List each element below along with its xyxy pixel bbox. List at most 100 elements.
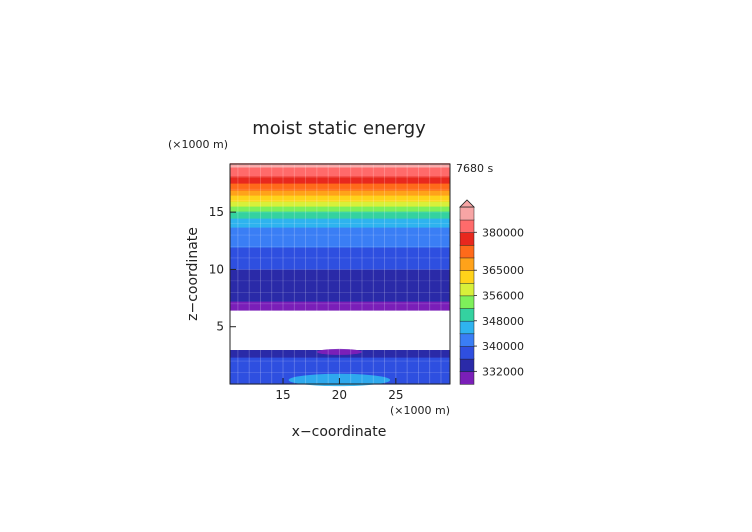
x-tick-label: 25 bbox=[388, 388, 403, 402]
contour-band bbox=[230, 181, 450, 183]
contour-band bbox=[230, 196, 450, 198]
contour-band bbox=[230, 242, 450, 244]
contour-band bbox=[230, 199, 450, 201]
contour-band bbox=[230, 215, 450, 217]
contour-band bbox=[230, 206, 450, 208]
colorbar-label: 332000 bbox=[482, 365, 524, 378]
contour-band bbox=[230, 300, 450, 302]
contour-band bbox=[230, 247, 450, 249]
contour-band bbox=[230, 260, 450, 262]
contour-band bbox=[230, 293, 450, 295]
colorbar-segment bbox=[459, 358, 475, 373]
contour-band bbox=[230, 168, 450, 170]
y-tick-label: 10 bbox=[209, 262, 224, 276]
contour-band bbox=[230, 359, 450, 361]
contour-band bbox=[230, 265, 450, 267]
colorbar-segment bbox=[459, 371, 475, 385]
contour-band bbox=[230, 267, 450, 269]
contour-band bbox=[230, 166, 450, 168]
contour-band bbox=[230, 261, 450, 263]
chart-title: moist static energy bbox=[252, 118, 426, 139]
contour-band bbox=[230, 296, 450, 298]
contour-band bbox=[230, 216, 450, 218]
x-axis-unit-label: (×1000 m) bbox=[390, 404, 450, 417]
contour-band bbox=[230, 369, 450, 371]
contour-band bbox=[230, 364, 450, 366]
contour-band bbox=[230, 205, 450, 207]
contour-band bbox=[230, 183, 450, 185]
contour-band bbox=[230, 222, 450, 224]
contour-band bbox=[230, 360, 450, 362]
y-axis-ticks: 5 10 15 bbox=[209, 205, 236, 334]
contour-band bbox=[230, 202, 450, 204]
contour-band bbox=[230, 174, 450, 176]
contour-band bbox=[230, 288, 450, 290]
contour-band bbox=[230, 203, 450, 205]
contour-field bbox=[230, 163, 450, 387]
contour-band bbox=[230, 184, 450, 186]
contour-band bbox=[230, 226, 450, 228]
contour-band bbox=[230, 358, 450, 360]
contour-band bbox=[230, 182, 450, 184]
contour-band bbox=[230, 283, 450, 285]
contour-band bbox=[230, 235, 450, 237]
contour-band bbox=[230, 290, 450, 292]
contour-band bbox=[230, 229, 450, 231]
contour-band bbox=[230, 268, 450, 270]
contour-band bbox=[230, 306, 450, 308]
contour-band bbox=[230, 272, 450, 274]
contour-band bbox=[230, 238, 450, 240]
contour-band bbox=[230, 308, 450, 310]
contour-band bbox=[230, 273, 450, 275]
colorbar-segment bbox=[459, 307, 475, 322]
contour-band bbox=[230, 187, 450, 189]
contour-band bbox=[230, 165, 450, 167]
colorbar-label: 365000 bbox=[482, 264, 524, 277]
contour-band bbox=[230, 175, 450, 177]
contour-band bbox=[230, 192, 450, 194]
contour-band bbox=[230, 170, 450, 172]
colorbar-segment bbox=[459, 295, 475, 309]
contour-band bbox=[230, 190, 450, 192]
contour-band bbox=[230, 292, 450, 294]
contour-band bbox=[230, 309, 450, 311]
contour-band bbox=[230, 264, 450, 266]
contour-band bbox=[230, 186, 450, 188]
y-tick-label: 5 bbox=[216, 320, 224, 334]
contour-band bbox=[230, 256, 450, 258]
contour-band bbox=[230, 289, 450, 291]
colorbar-label: 356000 bbox=[482, 290, 524, 303]
contour-band bbox=[230, 301, 450, 303]
contour-band bbox=[230, 363, 450, 365]
colorbar-label: 348000 bbox=[482, 315, 524, 328]
x-axis-ticks: 15 20 25 bbox=[275, 378, 403, 402]
contour-band bbox=[230, 248, 450, 250]
colorbar-segment bbox=[459, 244, 475, 259]
contour-band bbox=[230, 357, 450, 359]
y-tick-label: 15 bbox=[209, 205, 224, 219]
contour-band bbox=[230, 278, 450, 280]
colorbar-segment bbox=[459, 232, 475, 246]
contour-band bbox=[230, 189, 450, 191]
contour-band bbox=[230, 219, 450, 221]
contour-band bbox=[230, 370, 450, 372]
grid-lines bbox=[230, 164, 450, 384]
contour-band bbox=[230, 180, 450, 182]
contour-band bbox=[230, 258, 450, 260]
contour-band bbox=[230, 263, 450, 265]
contour-band bbox=[230, 231, 450, 233]
contour-band bbox=[230, 211, 450, 213]
colorbar-segment bbox=[459, 345, 475, 360]
contour-band bbox=[230, 194, 450, 196]
contour-band bbox=[230, 201, 450, 203]
contour-band bbox=[230, 245, 450, 247]
colorbar-segment bbox=[459, 333, 475, 347]
contour-band bbox=[230, 167, 450, 169]
contour-band bbox=[230, 208, 450, 210]
contour-band bbox=[230, 243, 450, 245]
contour-band bbox=[230, 371, 450, 373]
contour-band bbox=[230, 220, 450, 222]
contour-band bbox=[230, 282, 450, 284]
contour-band bbox=[230, 230, 450, 232]
contour-band bbox=[230, 254, 450, 256]
